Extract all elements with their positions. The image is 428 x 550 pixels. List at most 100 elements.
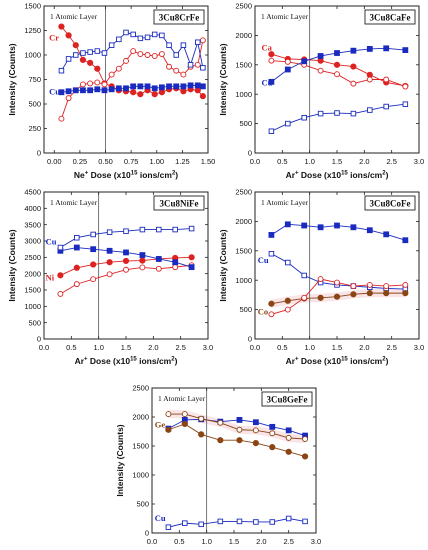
x-axis-label-part: Dose (x10 [299,356,342,366]
x-tick-label: 1.0 [201,537,211,546]
y-axis-label: Intensity (Counts) [218,229,228,301]
data-point [158,84,165,91]
data-point [217,419,224,426]
y-tick-label: 2500 [24,253,41,262]
data-point [217,518,224,525]
x-tick-label: 1.5 [229,537,239,546]
sample-title-box: 3Cu8NiFe [153,195,205,211]
data-point [285,515,292,522]
y-tick-label: 2000 [24,269,41,278]
data-point [57,272,64,279]
data-point [130,48,137,55]
data-point [123,266,129,273]
data-point [158,89,165,96]
plot-frame [254,191,420,340]
y-tick-label: 1000 [132,471,149,480]
data-point [301,294,308,301]
data-point [180,83,187,90]
x-axis-label-superscript: + [295,171,299,177]
data-point [65,95,72,102]
data-point [137,91,144,98]
x-tick-label: 0.0 [250,157,260,166]
data-point [350,80,357,87]
x-tick-label: 0.5 [277,157,287,166]
data-point [80,87,86,94]
data-point [151,53,158,59]
series [57,225,195,251]
chart-title: 3Cu8NiFe [160,199,199,209]
annotation-label: 1 Atomic Layer [50,12,98,21]
plot-frame [43,191,209,340]
y-tick-label: 500 [136,500,149,509]
series-label: Ge [155,420,166,430]
series [58,29,206,74]
sample-title-box: 3Cu8CoFe [364,195,416,211]
data-point [165,426,172,433]
data-point [106,259,113,266]
y-tick-label: 1250 [24,26,41,35]
data-point [130,31,136,38]
data-point [74,234,80,241]
data-point [199,37,206,44]
data-point [199,83,206,90]
data-point [402,47,409,54]
series [165,420,309,460]
data-point [188,264,195,271]
data-point [158,51,165,57]
data-point [123,228,129,234]
data-point [268,128,275,134]
title-frame [364,195,416,211]
data-point [166,63,173,70]
x-tick-label: 0.0 [250,343,260,352]
data-point [94,86,101,93]
x-axis-label-superscript: 2 [382,171,386,177]
series [268,101,409,134]
data-point [199,93,206,100]
data-point [350,283,357,290]
data-point [106,247,113,254]
data-point [366,76,373,83]
data-point [144,52,151,58]
x-axis-label-superscript: + [85,171,89,177]
data-point [115,65,122,72]
y-tick-label: 500 [28,318,41,327]
plot-frame [254,5,420,154]
sample-title-box: 3Cu8CaFe [364,9,416,25]
data-point [115,85,122,92]
data-point [73,244,80,251]
series-label: Ca [262,43,273,53]
data-point [187,82,194,89]
y-axis-label: Intensity (Counts) [7,43,17,115]
data-point [301,453,309,460]
chart-panel: 0.0 0.5 1.0 1.5 2.0 2.5 3.0 0 500 1000 1500 2000 250… [218,188,424,366]
data-point [334,50,340,56]
data-point [73,264,80,271]
chart-title: 3Cu8CrFe [159,13,200,23]
data-point [188,225,195,232]
data-point [302,518,308,525]
x-tick-label: 3.0 [414,157,424,166]
y-tick-label: 0 [248,149,252,158]
data-point [79,56,87,64]
data-point [402,237,409,244]
data-point [402,101,409,107]
data-point [106,229,113,235]
data-point [200,64,206,71]
data-point [139,252,146,258]
data-point [383,283,390,290]
data-point [285,427,292,434]
data-point [317,67,324,74]
x-tick-label: 0.50 [98,157,113,166]
data-point [73,52,79,58]
data-point [268,57,275,64]
chart-panel: 0.0 0.5 1.0 1.5 2.0 2.5 3.0 0 500 1000 1500 2000 250… [218,2,424,180]
x-tick-label: 0.5 [277,343,287,352]
y-tick-label: 1500 [24,286,41,295]
plot-frame [43,5,209,154]
x-axis-label-part: ions/cm [137,356,172,366]
data-point [87,49,93,55]
x-axis-label-superscript: 15 [130,357,137,363]
x-axis-label-part: ions/cm [348,170,383,180]
data-point [252,440,259,447]
data-point [317,294,324,301]
